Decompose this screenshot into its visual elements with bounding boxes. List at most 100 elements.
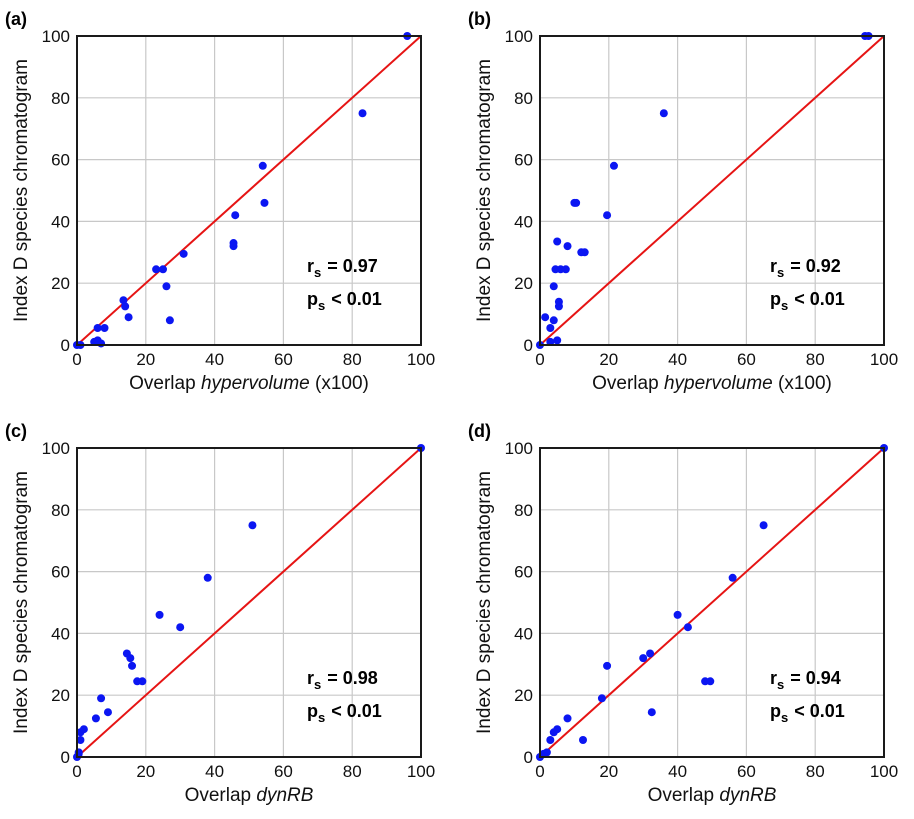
y-tick-label: 100 xyxy=(505,439,533,458)
data-point xyxy=(103,708,112,717)
data-point xyxy=(138,677,147,686)
x-axis-label: Overlap hypervolume (x100) xyxy=(129,373,369,394)
stat-ps: ps < 0.01 xyxy=(770,701,845,725)
data-point xyxy=(563,714,572,723)
x-axis-label-italic: dynRB xyxy=(256,785,313,806)
plot-frame xyxy=(76,35,422,346)
data-point xyxy=(258,161,267,170)
data-point xyxy=(563,242,572,251)
stat-rs: rs = 0.98 xyxy=(307,668,378,692)
data-point xyxy=(728,573,737,582)
x-axis-label: Overlap dynRB xyxy=(185,785,314,806)
data-point xyxy=(128,661,137,670)
stat-rs-subscript: s xyxy=(314,265,321,280)
x-tick-label: 40 xyxy=(205,762,224,781)
data-point xyxy=(639,654,648,663)
data-point xyxy=(554,297,563,306)
y-tick-label: 80 xyxy=(514,89,533,108)
data-point xyxy=(759,521,768,530)
y-tick-label: 0 xyxy=(524,336,533,355)
data-point xyxy=(546,324,555,333)
data-point xyxy=(546,736,555,745)
stat-ps-subscript: s xyxy=(318,710,325,725)
data-point xyxy=(609,161,618,170)
data-point xyxy=(159,265,167,274)
stat-ps-symbol: p xyxy=(770,701,781,721)
x-tick-label: 0 xyxy=(535,350,544,369)
y-tick-label: 100 xyxy=(505,27,533,46)
data-point xyxy=(549,316,558,325)
data-point xyxy=(549,282,558,291)
y-tick-label: 40 xyxy=(51,212,70,231)
stat-rs-symbol: r xyxy=(770,256,777,276)
data-point xyxy=(93,324,102,333)
stat-ps-value: < 0.01 xyxy=(794,701,845,721)
data-point xyxy=(248,521,257,530)
x-axis-label-italic: hypervolume xyxy=(664,373,773,394)
x-tick-label: 60 xyxy=(737,350,756,369)
stat-rs-subscript: s xyxy=(777,677,784,692)
data-point xyxy=(231,211,240,220)
stat-ps-value: < 0.01 xyxy=(331,701,382,721)
y-tick-label: 100 xyxy=(42,439,70,458)
x-tick-label: 100 xyxy=(407,350,435,369)
y-axis-label: Index D species chromatogram xyxy=(474,59,495,322)
data-point xyxy=(79,725,88,734)
data-point xyxy=(124,313,133,322)
identity-line xyxy=(76,35,422,346)
data-point xyxy=(179,249,188,258)
data-point xyxy=(546,337,555,346)
panel-b: 0 20 40 60 80 100 0 20 40 60 80 100 (b) Index D speci… xyxy=(468,9,898,394)
x-axis-label-italic: dynRB xyxy=(719,785,776,806)
stat-ps-subscript: s xyxy=(781,298,788,313)
data-point xyxy=(597,694,606,703)
panel-a: 0 20 40 60 80 100 0 20 40 60 80 100 (a) Index D speci… xyxy=(5,9,435,394)
data-point xyxy=(647,708,656,717)
plot-frame xyxy=(76,447,422,758)
data-point xyxy=(358,109,367,118)
data-point xyxy=(561,265,570,274)
stat-rs: rs = 0.92 xyxy=(770,256,841,280)
y-tick-label: 100 xyxy=(42,27,70,46)
stat-ps-subscript: s xyxy=(781,710,788,725)
y-tick-label: 20 xyxy=(514,274,533,293)
data-point xyxy=(100,324,109,333)
x-tick-label: 40 xyxy=(668,762,687,781)
y-tick-label: 60 xyxy=(514,151,533,170)
x-axis-label: Overlap dynRB xyxy=(648,785,777,806)
stat-ps-symbol: p xyxy=(770,289,781,309)
data-point xyxy=(572,198,581,207)
stat-rs-symbol: r xyxy=(307,256,314,276)
stat-ps-subscript: s xyxy=(318,298,325,313)
stat-rs-subscript: s xyxy=(314,677,321,692)
x-tick-label: 100 xyxy=(870,350,898,369)
stat-rs-value: = 0.92 xyxy=(790,256,841,276)
x-tick-label: 40 xyxy=(668,350,687,369)
data-point xyxy=(603,661,612,670)
y-tick-label: 20 xyxy=(514,686,533,705)
x-tick-label: 60 xyxy=(274,762,293,781)
x-tick-label: 80 xyxy=(806,762,825,781)
y-tick-label: 0 xyxy=(524,748,533,767)
data-point xyxy=(155,610,164,619)
data-point xyxy=(162,282,171,291)
data-point xyxy=(97,694,106,703)
stat-ps-value: < 0.01 xyxy=(331,289,382,309)
data-point xyxy=(542,748,551,757)
x-tick-label: 0 xyxy=(535,762,544,781)
x-tick-label: 60 xyxy=(737,762,756,781)
panel-label: (b) xyxy=(468,9,491,29)
stat-rs: rs = 0.94 xyxy=(770,668,841,692)
data-point xyxy=(579,736,587,745)
y-tick-label: 60 xyxy=(51,563,70,582)
data-point xyxy=(76,736,85,745)
data-point xyxy=(229,242,238,251)
y-axis-label: Index D species chromatogram xyxy=(474,471,495,734)
x-tick-label: 20 xyxy=(136,350,155,369)
x-axis-label-suffix: (x100) xyxy=(773,373,832,394)
x-tick-label: 60 xyxy=(274,350,293,369)
data-point xyxy=(126,654,135,663)
data-point xyxy=(683,623,692,632)
stat-rs-symbol: r xyxy=(770,668,777,688)
